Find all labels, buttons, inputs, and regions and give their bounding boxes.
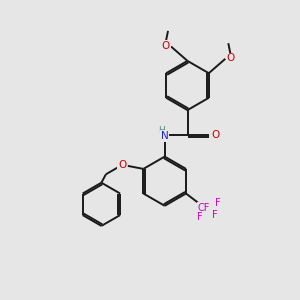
Text: O: O bbox=[118, 160, 127, 170]
Text: O: O bbox=[161, 41, 170, 51]
Text: O: O bbox=[226, 53, 235, 64]
Text: H: H bbox=[158, 126, 165, 135]
Text: F: F bbox=[215, 198, 220, 208]
Text: CF: CF bbox=[198, 202, 210, 213]
Text: N: N bbox=[161, 131, 169, 141]
Text: F: F bbox=[212, 209, 218, 220]
Text: O: O bbox=[212, 130, 220, 140]
Text: F: F bbox=[197, 212, 202, 223]
